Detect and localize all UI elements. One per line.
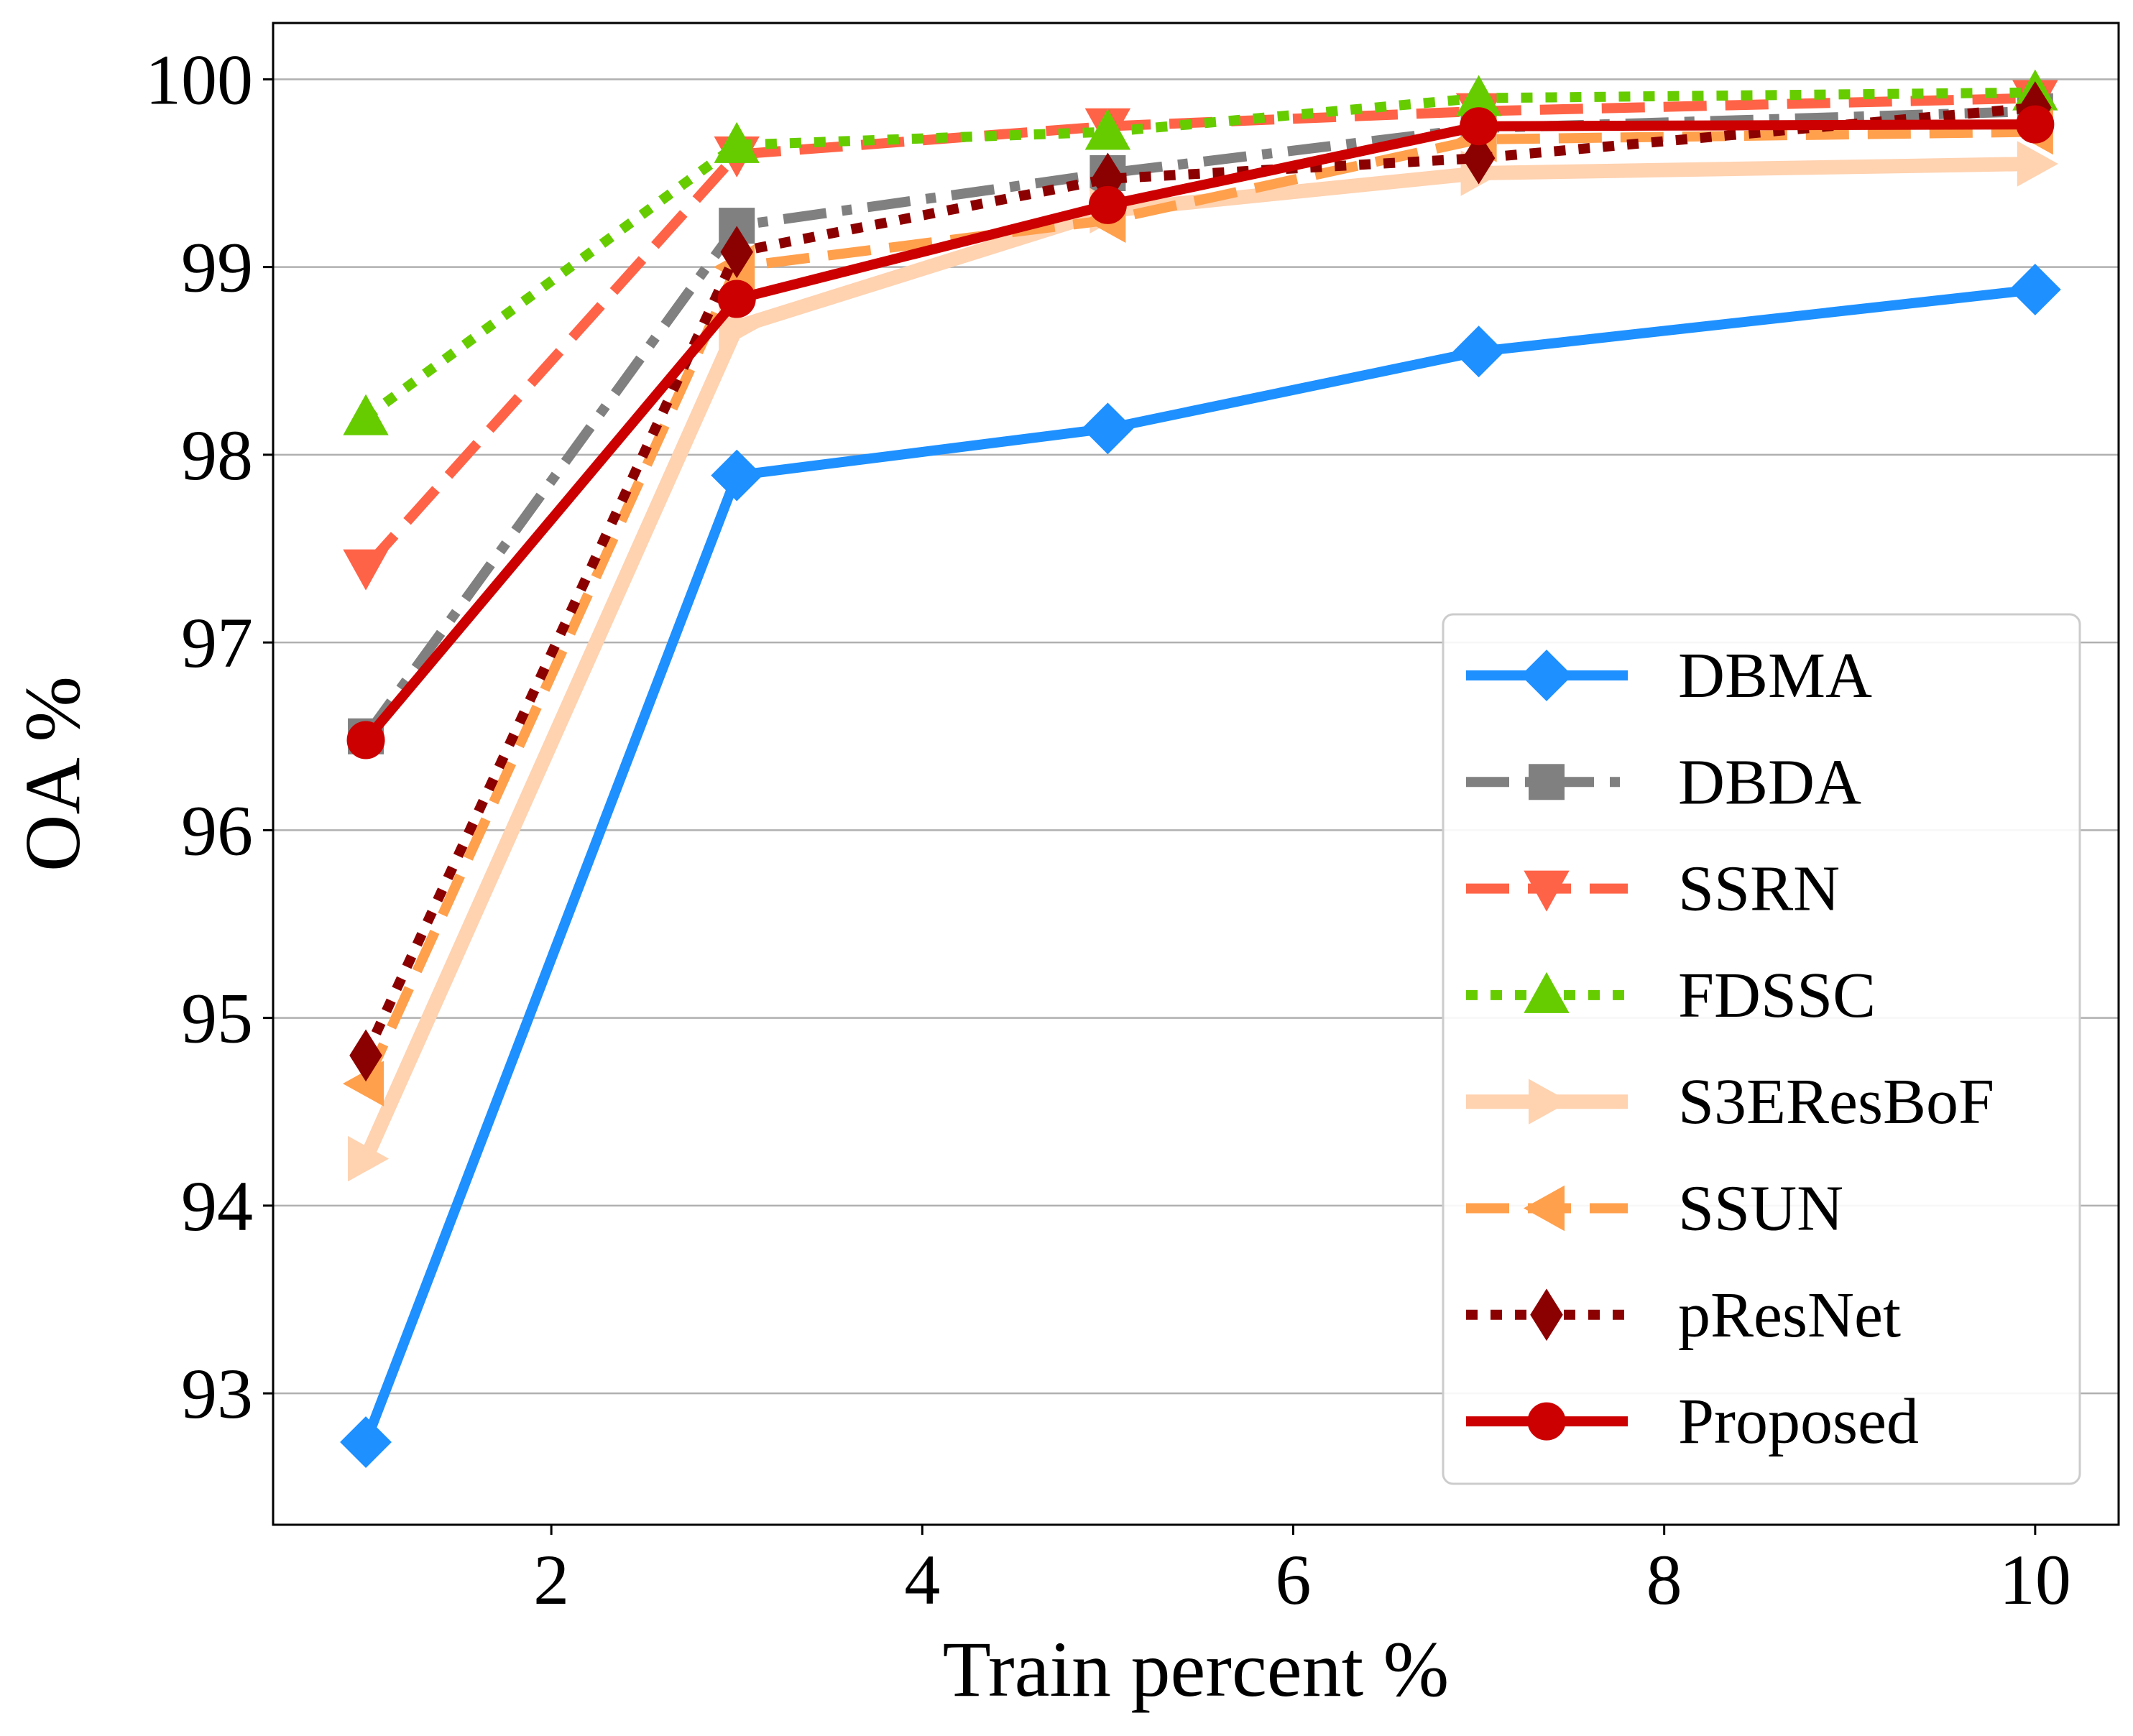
- data-point: [2017, 141, 2058, 187]
- x-axis-label: Train percent %: [943, 1625, 1450, 1713]
- legend-marker: [1524, 870, 1570, 912]
- legend-item: S3EResBoF: [1466, 1066, 1994, 1137]
- data-point: [340, 1416, 392, 1468]
- y-tick-label: 100: [145, 40, 253, 119]
- x-tick-label: 6: [1275, 1540, 1311, 1620]
- data-point: [714, 121, 760, 163]
- data-point: [711, 449, 763, 502]
- legend: DBMA DBDA SSRN FDSSC S3EResBoF SSUN pResNet Pro…: [1442, 613, 2081, 1485]
- legend-label: SSUN: [1678, 1173, 1843, 1245]
- data-point: [2009, 264, 2061, 315]
- y-tick-label: 97: [181, 603, 253, 683]
- y-tick-label: 99: [181, 228, 253, 308]
- data-point: [2016, 105, 2055, 144]
- y-tick-label: 98: [181, 415, 253, 495]
- legend-label: S3EResBoF: [1678, 1066, 1994, 1137]
- legend-item: Proposed: [1466, 1386, 1919, 1457]
- series-proposed: [346, 105, 2055, 760]
- legend-marker: [1530, 1288, 1563, 1342]
- axis-ticks: 93 94 95 96 97 98 99 100 2 4 6 8 10: [145, 40, 2071, 1620]
- legend-item: pResNet: [1466, 1280, 1901, 1351]
- data-point: [343, 549, 389, 591]
- series-line: [362, 87, 2035, 422]
- x-tick-label: 4: [904, 1540, 940, 1620]
- y-tick-label: 94: [181, 1166, 253, 1246]
- data-point: [717, 280, 756, 318]
- legend-label: Proposed: [1678, 1386, 1919, 1457]
- legend-marker: [1529, 764, 1565, 800]
- legend-item: DBDA: [1466, 747, 1861, 818]
- plot-frame: [272, 22, 2120, 1526]
- data-point: [1082, 402, 1134, 455]
- data-point: [1452, 326, 1505, 378]
- data-point: [1084, 108, 1131, 150]
- series-line: [361, 102, 2036, 1058]
- legend-marker: [1523, 1185, 1565, 1232]
- legend-marker: [1521, 650, 1572, 701]
- data-point: [348, 1135, 390, 1182]
- legend-item: SSUN: [1466, 1173, 1843, 1245]
- legend-label: FDSSC: [1678, 960, 1876, 1031]
- legend-item: DBMA: [1466, 640, 1872, 711]
- x-tick-label: 10: [1999, 1540, 2071, 1620]
- data-point: [346, 721, 385, 760]
- series-lines: [340, 69, 2061, 1468]
- data-point: [1460, 107, 1498, 146]
- x-tick-label: 2: [533, 1540, 569, 1620]
- legend-label: pResNet: [1678, 1280, 1901, 1351]
- legend-item: FDSSC: [1466, 960, 1876, 1031]
- legend-marker: [1529, 1079, 1570, 1125]
- y-axis-label: OA %: [9, 676, 96, 872]
- data-point: [349, 1029, 382, 1082]
- legend-label: DBMA: [1678, 640, 1872, 711]
- data-point: [1088, 185, 1127, 224]
- y-tick-label: 96: [181, 790, 253, 870]
- y-tick-label: 93: [181, 1354, 253, 1433]
- legend-marker: [1524, 971, 1570, 1013]
- data-point: [720, 226, 754, 279]
- x-tick-label: 8: [1646, 1540, 1682, 1620]
- data-point: [343, 394, 389, 435]
- legend-marker: [1527, 1402, 1566, 1441]
- series-ssrn: [343, 80, 2058, 591]
- data-point: [1462, 131, 1496, 185]
- y-tick-label: 95: [181, 979, 253, 1058]
- legend-label: SSRN: [1678, 854, 1840, 925]
- legend-label: DBDA: [1678, 747, 1861, 818]
- legend-box: [1442, 613, 2081, 1485]
- series-dbma: [340, 264, 2061, 1468]
- gridlines: [273, 78, 2119, 1395]
- legend-item: SSRN: [1466, 854, 1840, 925]
